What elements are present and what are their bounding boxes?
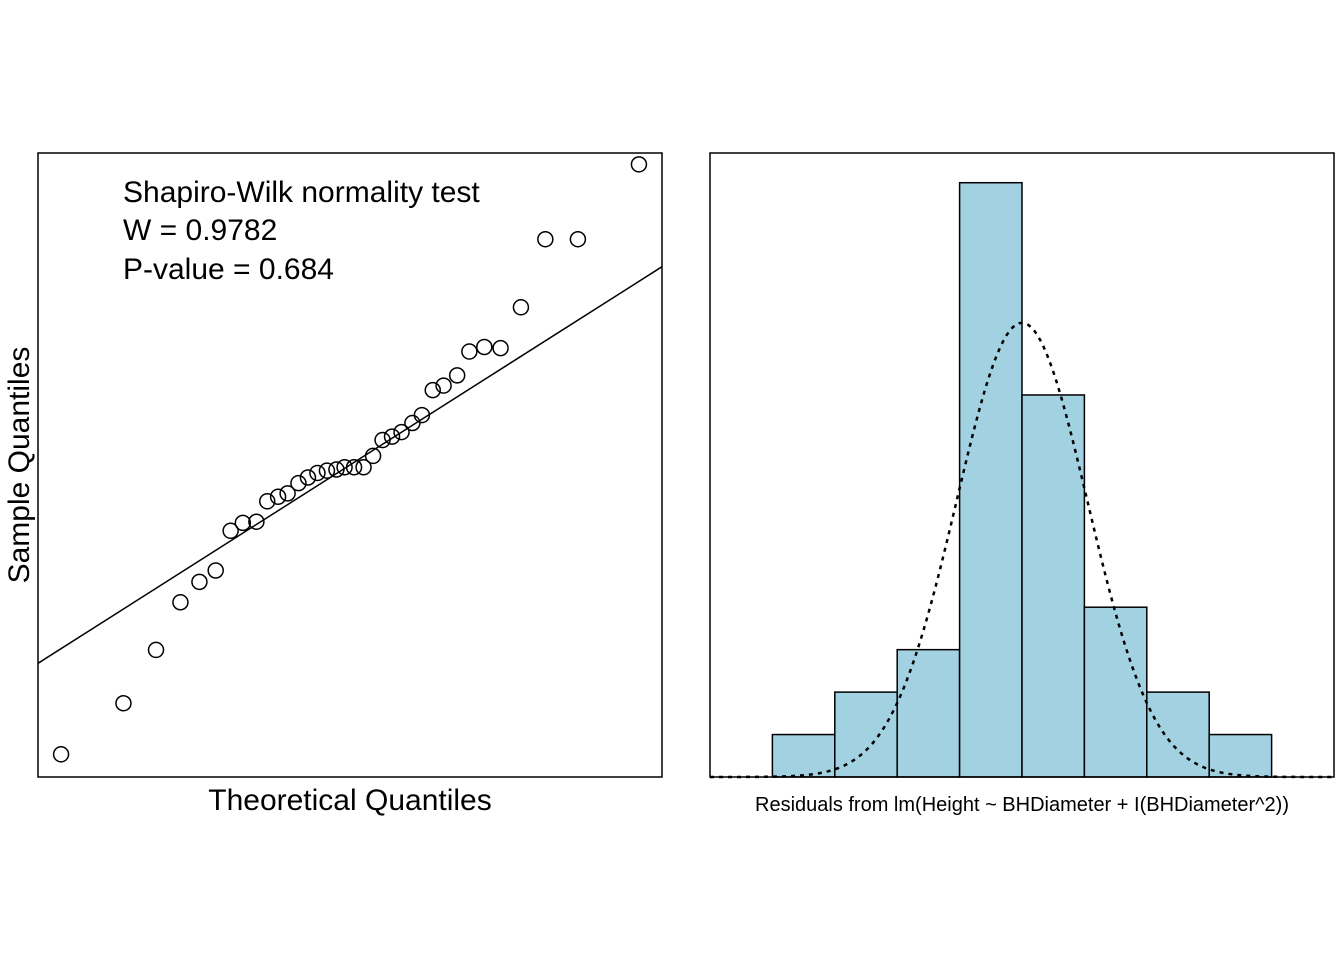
qq-point-1: [52, 746, 70, 763]
histogram-bar-1: [771, 733, 836, 778]
qq-point-22: [374, 431, 391, 449]
normal-density-curve: [710, 321, 1334, 779]
shapiro-title-text: Shapiro-Wilk normality test: [123, 176, 480, 209]
qq-point-36: [630, 156, 648, 173]
shapiro-w-text: W = 0.9782: [123, 214, 277, 247]
shapiro-pvalue-text: P-value = 0.684: [123, 253, 334, 286]
histogram-marks: [710, 181, 1334, 779]
qq-point-21: [364, 447, 382, 465]
histogram-frame: [709, 152, 1335, 778]
qq-point-24: [393, 423, 410, 441]
qq-point-12: [279, 485, 296, 502]
qq-point-27: [424, 381, 441, 399]
qq-point-18: [336, 459, 353, 476]
qq-point-35: [569, 230, 587, 248]
qq-point-11: [269, 488, 287, 506]
qq-point-6: [207, 562, 224, 579]
qq-point-7: [222, 522, 239, 540]
qq-point-4: [172, 594, 189, 611]
histogram-bar-7: [1146, 691, 1210, 778]
qq-point-13: [290, 474, 307, 492]
qq-plot-panel: Shapiro-Wilk normality test W = 0.9782 P…: [3, 152, 663, 817]
histogram-bar-6: [1083, 606, 1148, 778]
qq-point-15: [309, 464, 326, 482]
qq-point-20: [355, 459, 372, 476]
qq-reference-line: [37, 266, 663, 664]
histogram-x-axis-label: Residuals from lm(Height ~ BHDiameter + …: [755, 794, 1289, 816]
qq-point-9: [248, 513, 265, 530]
qq-point-19: [345, 459, 363, 476]
qq-point-32: [492, 339, 509, 357]
qq-point-31: [476, 338, 493, 356]
qq-point-28: [435, 377, 452, 394]
qq-point-26: [413, 406, 431, 424]
qq-point-33: [512, 299, 530, 316]
histogram-bar-2: [834, 691, 898, 778]
qq-y-axis-label: Sample Quantiles: [3, 347, 36, 584]
histogram-bar-4: [958, 181, 1023, 778]
qq-x-axis-label: Theoretical Quantiles: [208, 784, 491, 817]
qq-point-17: [328, 461, 345, 478]
qq-point-29: [448, 367, 466, 384]
qq-point-2: [115, 695, 132, 712]
qq-point-34: [537, 230, 554, 248]
qq-point-16: [318, 462, 336, 479]
histogram-bar-5: [1021, 394, 1086, 778]
qq-point-3: [147, 641, 165, 659]
qq-point-23: [383, 428, 401, 445]
qq-point-30: [461, 343, 478, 360]
qq-point-14: [299, 469, 317, 486]
qq-plot-frame: [37, 152, 663, 778]
qq-plot-marks: [37, 156, 663, 763]
qq-point-10: [259, 493, 276, 510]
histogram-bar-8: [1208, 733, 1273, 778]
histogram-panel: Residuals from lm(Height ~ BHDiameter + …: [709, 152, 1335, 816]
qq-point-5: [191, 573, 208, 591]
qq-point-8: [234, 514, 252, 532]
histogram-bar-3: [896, 648, 961, 778]
qq-point-25: [404, 414, 421, 432]
